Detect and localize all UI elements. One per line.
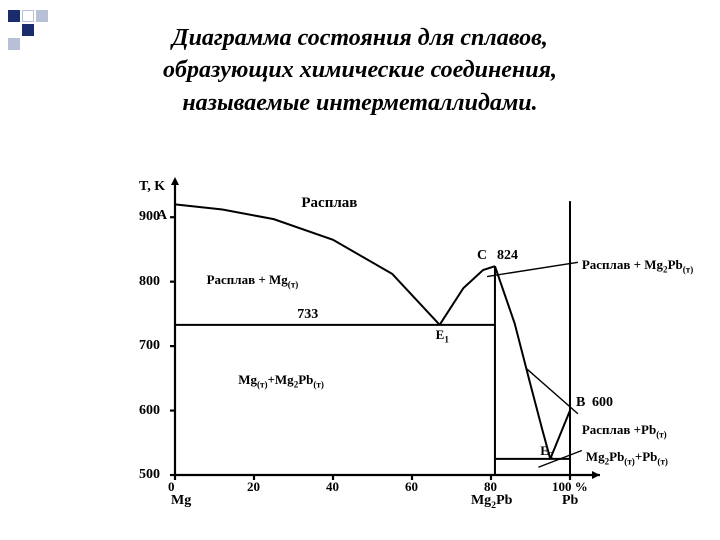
xtick-40: 40	[326, 479, 339, 495]
ytick-700: 700	[139, 338, 160, 354]
region-melt: Расплав	[301, 195, 357, 212]
title-line-2: образующих химические соединения,	[0, 54, 720, 86]
xtick-60: 60	[405, 479, 418, 495]
val-733: 733	[297, 307, 318, 323]
region-melt-mg2pb: Расплав + Mg2Pb(т)	[582, 257, 693, 275]
xtick-20: 20	[247, 479, 260, 495]
point-E1: E1	[436, 327, 449, 345]
ytick-600: 600	[139, 403, 160, 419]
point-B: B	[576, 395, 585, 411]
title-line-3: называемые интерметаллидами.	[0, 87, 720, 119]
xlabel-mg2pb: Mg2Pb	[471, 493, 512, 511]
region-mg-mg2pb: Mg(т)+Mg2Pb(т)	[238, 372, 324, 390]
ytick-800: 800	[139, 274, 160, 290]
yaxis-label: T, K	[139, 179, 165, 195]
point-E2: E2	[540, 443, 553, 461]
val-824: 824	[497, 248, 518, 264]
region-melt-pb: Расплав +Pb(т)	[582, 422, 667, 440]
phase-diagram: 500600700800900020406080100 %MgPbMg2PbT,…	[115, 175, 605, 520]
point-A: A	[157, 208, 167, 224]
xlabel-pb: Pb	[562, 493, 578, 509]
title-line-1: Диаграмма состояния для сплавов,	[0, 22, 720, 54]
region-mg2pb-pb: Mg2Pb(т)+Pb(т)	[586, 449, 668, 467]
ytick-500: 500	[139, 467, 160, 483]
val-600: 600	[592, 395, 613, 411]
point-C: C	[477, 248, 487, 264]
xlabel-mg: Mg	[171, 493, 191, 509]
region-melt-mg: Расплав + Mg(т)	[207, 272, 299, 290]
slide-title: Диаграмма состояния для сплавов, образую…	[0, 22, 720, 119]
